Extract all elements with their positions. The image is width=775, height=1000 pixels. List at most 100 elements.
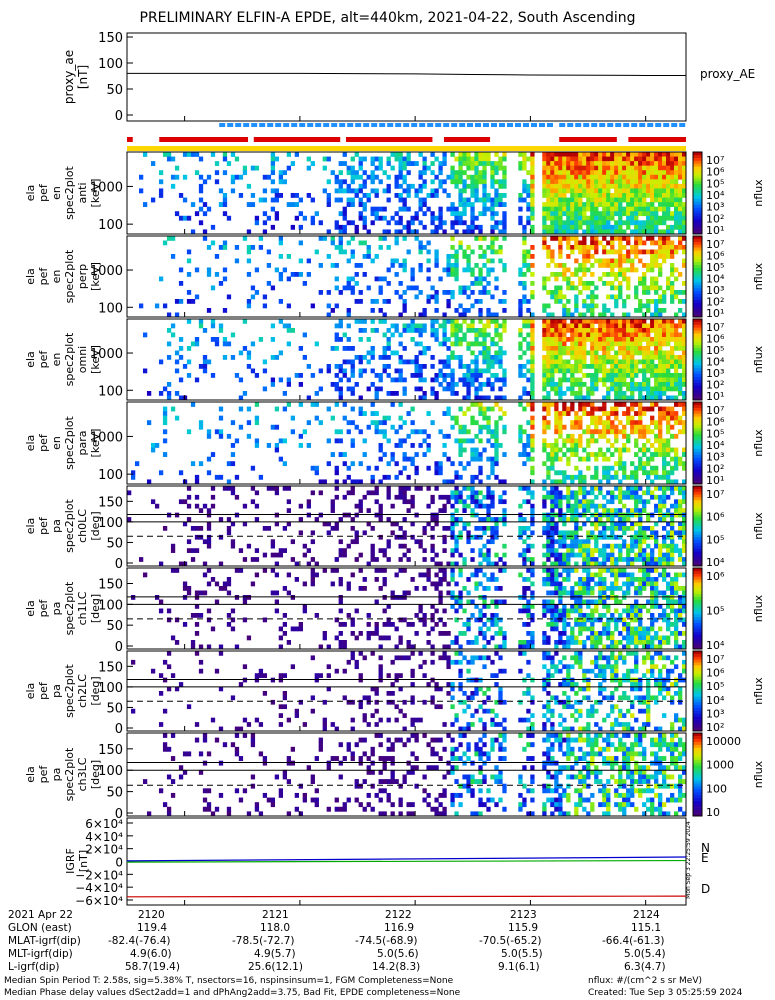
spectrogram-cell: [270, 188, 276, 194]
spectrogram-cell: [410, 285, 415, 291]
spectrogram-cell: [674, 188, 679, 194]
spectrogram-cell: [610, 152, 615, 157]
spectrogram-cell: [226, 433, 232, 439]
spectrogram-cell: [370, 258, 375, 264]
spectrogram-cell: [374, 499, 379, 505]
spectrogram-cell: [630, 470, 635, 476]
spectrogram-cell: [290, 224, 295, 230]
spectrogram-cell: [338, 249, 343, 255]
spectrogram-cell: [630, 188, 635, 194]
spectrogram-cell: [650, 229, 655, 235]
spectrogram-cell: [662, 373, 667, 378]
spectrogram-cell: [670, 240, 675, 246]
spectrogram-cell: [454, 308, 459, 313]
colorbar-cell: [693, 402, 702, 406]
spectrogram-cell: [454, 156, 459, 162]
spectrogram-cell: [630, 165, 635, 171]
spectrogram-cell: [230, 174, 236, 180]
spectrogram-cell: [578, 215, 583, 221]
spectrogram-cell: [166, 341, 172, 347]
spectrogram-cell: [554, 152, 559, 157]
spectrogram-cell: [554, 490, 559, 496]
spectrogram-cell: [642, 346, 647, 351]
spectrogram-cell: [358, 165, 363, 171]
spectrogram-cell: [574, 215, 579, 221]
spectrogram-cell: [594, 156, 599, 162]
spectrogram-cell: [634, 499, 639, 505]
spectrogram-cell: [530, 290, 535, 295]
spectrogram-cell: [338, 211, 343, 217]
spectrogram-cell: [590, 281, 595, 286]
spectrogram-cell: [358, 631, 363, 636]
spectrogram-cell: [442, 411, 447, 416]
spectrogram-cell: [206, 534, 212, 540]
spectrogram-cell: [558, 165, 563, 171]
spectrogram-cell: [518, 197, 523, 203]
spectrogram-cell: [542, 461, 547, 467]
spectrogram-cell: [678, 165, 683, 171]
spectrogram-cell: [314, 470, 319, 476]
spectrogram-cell: [550, 165, 555, 171]
spectrogram-cell: [270, 539, 276, 545]
spectrogram-cell: [162, 411, 168, 416]
spectrogram-cell: [398, 312, 403, 318]
spectrogram-cell: [482, 276, 487, 282]
spectrogram-cell: [566, 202, 571, 207]
spectrogram-cell: [446, 386, 451, 392]
spectrogram-cell: [590, 490, 595, 496]
spectrogram-cell: [206, 608, 212, 614]
spectrogram-cell: [290, 429, 295, 435]
spectrogram-cell: [642, 465, 647, 471]
spectrogram-cell: [498, 364, 503, 369]
spectrogram-cell: [646, 174, 651, 180]
spectrogram-cell: [442, 534, 447, 540]
spectrogram-cell: [502, 517, 507, 522]
spectrogram-cell: [422, 350, 427, 356]
spectrogram-cell: [586, 161, 591, 166]
spectrogram-cell: [458, 337, 463, 342]
spectrogram-cell: [582, 332, 587, 338]
spectrogram-cell: [254, 420, 260, 426]
spectrogram-cell: [666, 382, 671, 387]
spectrogram-cell: [166, 617, 172, 623]
spectrogram-cell: [610, 382, 615, 387]
spectrogram-cell: [494, 377, 499, 383]
spectrogram-cell: [670, 346, 675, 351]
spectrogram-cell: [650, 526, 655, 531]
spectrogram-cell: [530, 424, 535, 430]
spectrogram-cell: [482, 557, 487, 562]
spectrogram-cell: [390, 165, 395, 171]
spectrogram-cell: [462, 202, 467, 207]
spectrogram-cell: [658, 170, 663, 176]
spectrogram-cell: [502, 382, 507, 387]
spectrogram-cell: [566, 517, 571, 522]
spectrogram-cell: [518, 429, 523, 435]
spectrogram-cell: [562, 211, 567, 217]
spectrogram-cell: [270, 377, 276, 383]
panel-axis-label: [keV]: [89, 179, 102, 208]
spectrogram-cell: [222, 586, 228, 591]
colorbar-tick-label: 10³: [706, 451, 724, 464]
spectrogram-cell: [658, 328, 663, 333]
spectrogram-cell: [354, 608, 359, 614]
spectrogram-cell: [362, 577, 367, 582]
spectrogram-cell: [650, 350, 655, 356]
spectrogram-cell: [646, 328, 651, 333]
spectrogram-cell: [274, 424, 280, 430]
spectrogram-cell: [614, 236, 619, 241]
spectrogram-cell: [622, 364, 627, 369]
spectrogram-cell: [682, 557, 687, 562]
spectrogram-cell: [338, 539, 343, 545]
spectrogram-cell: [242, 391, 248, 396]
spectrogram-cell: [606, 420, 611, 426]
spectrogram-cell: [638, 183, 643, 189]
spectrogram-cell: [558, 215, 563, 221]
spectrogram-cell: [542, 188, 547, 194]
spectrogram-cell: [614, 494, 619, 500]
spectrogram-cell: [562, 303, 567, 309]
spectrogram-cell: [610, 240, 615, 246]
spectrogram-cell: [578, 319, 583, 324]
spectrogram-cell: [610, 183, 615, 189]
spectrogram-cell: [442, 188, 447, 194]
spectrogram-cell: [542, 402, 547, 407]
